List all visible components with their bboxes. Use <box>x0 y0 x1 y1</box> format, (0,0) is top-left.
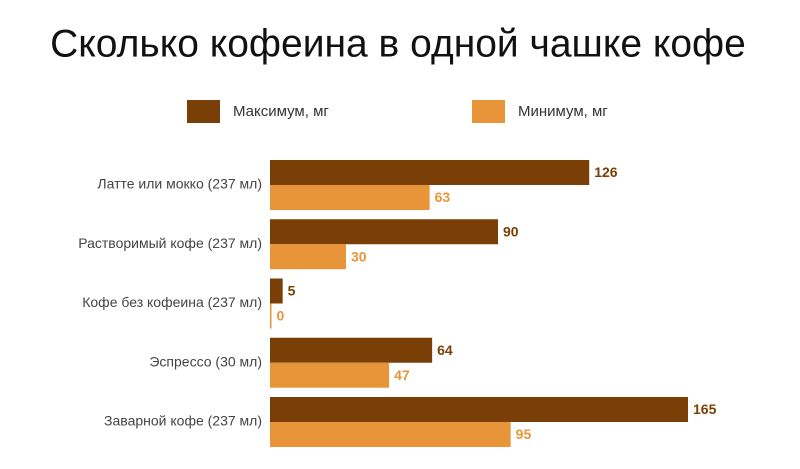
value-label: 165 <box>693 401 717 417</box>
category-label: Кофе без кофеина (237 мл) <box>82 294 262 310</box>
value-label: 47 <box>394 367 410 383</box>
category-label: Растворимый кофе (237 мл) <box>78 235 262 251</box>
bar <box>270 244 346 270</box>
bar <box>270 219 498 245</box>
bar <box>270 185 430 210</box>
value-label: 64 <box>437 342 453 358</box>
chart-title: Сколько кофеина в одной чашке кофе <box>50 22 746 65</box>
category-label: Латте или мокко (237 мл) <box>97 176 262 192</box>
category-label: Эспрессо (30 мл) <box>149 353 262 369</box>
legend-label: Минимум, мг <box>518 103 608 120</box>
bar <box>270 278 283 304</box>
value-label: 90 <box>503 223 519 239</box>
bar <box>270 303 272 329</box>
bar <box>270 337 433 363</box>
value-label: 30 <box>351 248 367 264</box>
value-label: 0 <box>277 308 285 324</box>
value-label: 126 <box>594 164 618 180</box>
bar <box>270 362 390 388</box>
legend-swatch <box>472 100 505 123</box>
category-label: Заварной кофе (237 мл) <box>104 413 262 429</box>
value-label: 63 <box>435 189 451 205</box>
legend-swatch <box>187 100 220 123</box>
value-label: 5 <box>288 283 296 299</box>
legend-label: Максимум, мг <box>233 103 329 120</box>
bar <box>270 422 511 447</box>
value-label: 95 <box>516 426 532 442</box>
bar <box>270 397 688 422</box>
bar <box>270 160 590 185</box>
